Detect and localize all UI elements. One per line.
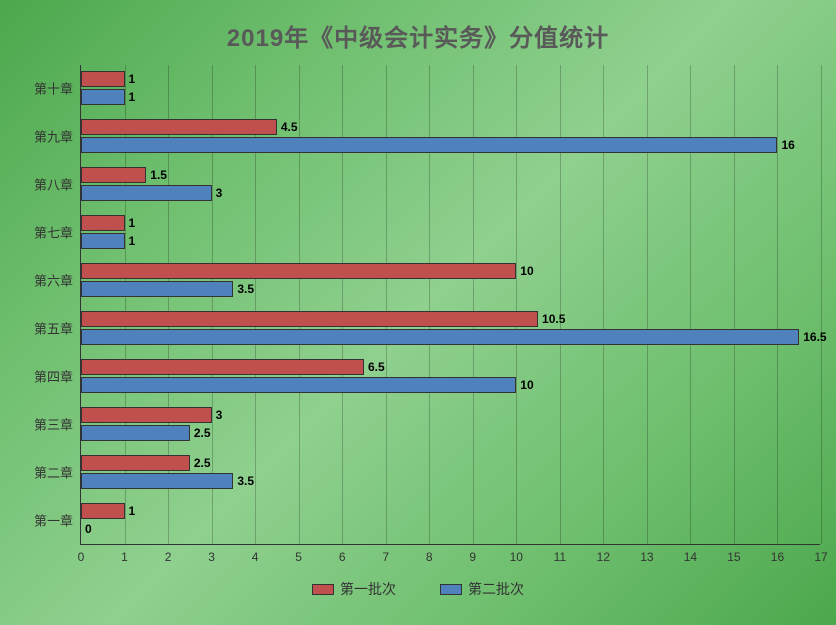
legend: 第一批次 第二批次 (22, 579, 814, 599)
bar (81, 407, 212, 423)
y-tick-label: 第一章 (34, 511, 73, 530)
bar-value-label: 4.5 (281, 120, 298, 134)
bar-value-label: 6.5 (368, 360, 385, 374)
legend-swatch (312, 584, 334, 595)
bar (81, 377, 516, 393)
bar-value-label: 3 (216, 186, 223, 200)
x-tick-label: 11 (554, 550, 566, 564)
x-tick-label: 6 (339, 550, 346, 564)
y-tick-label: 第九章 (34, 127, 73, 146)
x-tick-label: 12 (597, 550, 610, 564)
bar-value-label: 10 (520, 378, 533, 392)
bar-value-label: 1 (129, 504, 136, 518)
y-tick-label: 第五章 (34, 319, 73, 338)
bar-value-label: 16.5 (803, 330, 826, 344)
bar (81, 329, 799, 345)
bar (81, 359, 364, 375)
y-tick-label: 第二章 (34, 463, 73, 482)
legend-item: 第二批次 (440, 579, 524, 599)
x-tick-label: 16 (771, 550, 784, 564)
bar (81, 281, 233, 297)
bar (81, 89, 125, 105)
bar (81, 503, 125, 519)
bar (81, 455, 190, 471)
bar-value-label: 1 (129, 234, 136, 248)
bar (81, 425, 190, 441)
bar-value-label: 1 (129, 72, 136, 86)
bar-value-label: 0 (85, 522, 92, 536)
x-tick-label: 9 (469, 550, 476, 564)
x-tick-label: 0 (78, 550, 85, 564)
x-tick-label: 10 (510, 550, 523, 564)
bar-value-label: 16 (781, 138, 794, 152)
chart-container: 2019年《中级会计实务》分值统计 0123456789101112131415… (0, 0, 836, 625)
bar-value-label: 3.5 (237, 474, 254, 488)
legend-item: 第一批次 (312, 579, 396, 599)
bar (81, 167, 146, 183)
y-tick-label: 第八章 (34, 175, 73, 194)
x-tick-label: 5 (295, 550, 302, 564)
bar-value-label: 10.5 (542, 312, 565, 326)
x-tick-label: 15 (727, 550, 740, 564)
legend-label: 第一批次 (340, 579, 396, 599)
x-tick-label: 17 (814, 550, 827, 564)
x-tick-label: 8 (426, 550, 433, 564)
bar-value-label: 1 (129, 90, 136, 104)
bar (81, 473, 233, 489)
y-tick-label: 第四章 (34, 367, 73, 386)
bar (81, 119, 277, 135)
y-tick-label: 第十章 (34, 79, 73, 98)
bar (81, 263, 516, 279)
x-tick-label: 2 (165, 550, 172, 564)
y-tick-label: 第七章 (34, 223, 73, 242)
x-tick-label: 4 (252, 550, 259, 564)
bar (81, 233, 125, 249)
bar-value-label: 1.5 (150, 168, 167, 182)
bar-value-label: 2.5 (194, 456, 211, 470)
legend-label: 第二批次 (468, 579, 524, 599)
x-tick-label: 13 (640, 550, 653, 564)
bar (81, 215, 125, 231)
y-tick-label: 第六章 (34, 271, 73, 290)
bar-value-label: 10 (520, 264, 533, 278)
bar (81, 311, 538, 327)
plot-area: 01234567891011121314151617第一章10第二章2.53.5… (80, 65, 820, 545)
bar (81, 185, 212, 201)
bar (81, 71, 125, 87)
y-tick-label: 第三章 (34, 415, 73, 434)
chart-title: 2019年《中级会计实务》分值统计 (22, 18, 814, 53)
bar-value-label: 2.5 (194, 426, 211, 440)
x-tick-label: 3 (208, 550, 215, 564)
gridline (777, 65, 778, 544)
x-tick-label: 7 (382, 550, 389, 564)
bar-value-label: 3 (216, 408, 223, 422)
legend-swatch (440, 584, 462, 595)
bar (81, 137, 777, 153)
bar-value-label: 3.5 (237, 282, 254, 296)
x-tick-label: 1 (121, 550, 128, 564)
x-tick-label: 14 (684, 550, 697, 564)
bar-value-label: 1 (129, 216, 136, 230)
gridline (821, 65, 822, 544)
